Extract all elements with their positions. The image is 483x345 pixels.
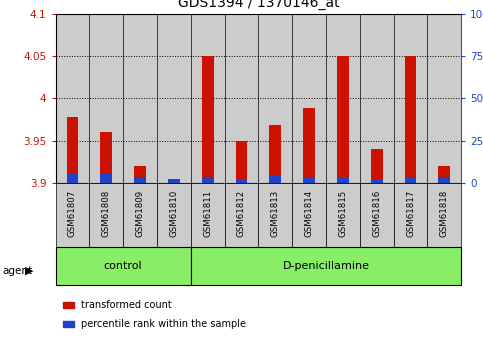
Bar bbox=[168, 179, 180, 183]
Bar bbox=[89, 14, 123, 183]
Text: GSM61808: GSM61808 bbox=[102, 190, 111, 237]
Text: D-penicillamine: D-penicillamine bbox=[283, 261, 369, 270]
Text: GSM61816: GSM61816 bbox=[372, 190, 381, 237]
Bar bbox=[236, 179, 247, 183]
Bar bbox=[56, 183, 89, 247]
Bar bbox=[326, 14, 360, 183]
Bar bbox=[123, 14, 157, 183]
Bar bbox=[236, 140, 247, 183]
Bar bbox=[202, 178, 213, 183]
Text: percentile rank within the sample: percentile rank within the sample bbox=[81, 319, 246, 329]
Bar bbox=[157, 183, 191, 247]
Text: ▶: ▶ bbox=[25, 266, 34, 276]
Text: GSM61813: GSM61813 bbox=[271, 190, 280, 237]
Bar bbox=[225, 183, 258, 247]
Text: transformed count: transformed count bbox=[81, 300, 172, 310]
Bar bbox=[439, 178, 450, 183]
Bar bbox=[360, 14, 394, 183]
Bar bbox=[202, 56, 213, 183]
Bar bbox=[405, 178, 416, 183]
Text: GSM61817: GSM61817 bbox=[406, 190, 415, 237]
Bar bbox=[157, 14, 191, 183]
Bar bbox=[191, 247, 461, 285]
Bar bbox=[67, 117, 78, 183]
Text: GSM61815: GSM61815 bbox=[339, 190, 347, 237]
Bar bbox=[89, 183, 123, 247]
Bar bbox=[134, 178, 146, 183]
Bar bbox=[337, 178, 349, 183]
Bar bbox=[303, 108, 315, 183]
Text: GSM61811: GSM61811 bbox=[203, 190, 212, 237]
Bar bbox=[439, 166, 450, 183]
Bar bbox=[270, 176, 281, 183]
Bar bbox=[292, 14, 326, 183]
Text: GSM61809: GSM61809 bbox=[136, 190, 144, 237]
Bar bbox=[56, 247, 191, 285]
Bar bbox=[292, 183, 326, 247]
Bar bbox=[100, 132, 112, 183]
Title: GDS1394 / 1370146_at: GDS1394 / 1370146_at bbox=[178, 0, 339, 10]
Text: GSM61810: GSM61810 bbox=[170, 190, 178, 237]
Bar bbox=[326, 183, 360, 247]
Bar bbox=[360, 183, 394, 247]
Bar bbox=[427, 183, 461, 247]
Text: GSM61814: GSM61814 bbox=[305, 190, 313, 237]
Bar bbox=[67, 175, 78, 183]
Bar bbox=[134, 166, 146, 183]
Text: GSM61807: GSM61807 bbox=[68, 190, 77, 237]
Text: agent: agent bbox=[2, 266, 32, 276]
Bar bbox=[225, 14, 258, 183]
Bar bbox=[100, 175, 112, 183]
Bar bbox=[303, 178, 315, 183]
Bar bbox=[371, 149, 383, 183]
Bar bbox=[258, 183, 292, 247]
Bar bbox=[191, 14, 225, 183]
Text: GSM61812: GSM61812 bbox=[237, 190, 246, 237]
Bar bbox=[191, 183, 225, 247]
Bar bbox=[270, 125, 281, 183]
Bar bbox=[56, 14, 89, 183]
Text: GSM61818: GSM61818 bbox=[440, 190, 449, 237]
Bar bbox=[427, 14, 461, 183]
Bar bbox=[394, 14, 427, 183]
Bar bbox=[258, 14, 292, 183]
Bar bbox=[337, 56, 349, 183]
Bar bbox=[123, 183, 157, 247]
Text: control: control bbox=[104, 261, 142, 270]
Bar bbox=[394, 183, 427, 247]
Bar bbox=[371, 179, 383, 183]
Bar bbox=[405, 56, 416, 183]
